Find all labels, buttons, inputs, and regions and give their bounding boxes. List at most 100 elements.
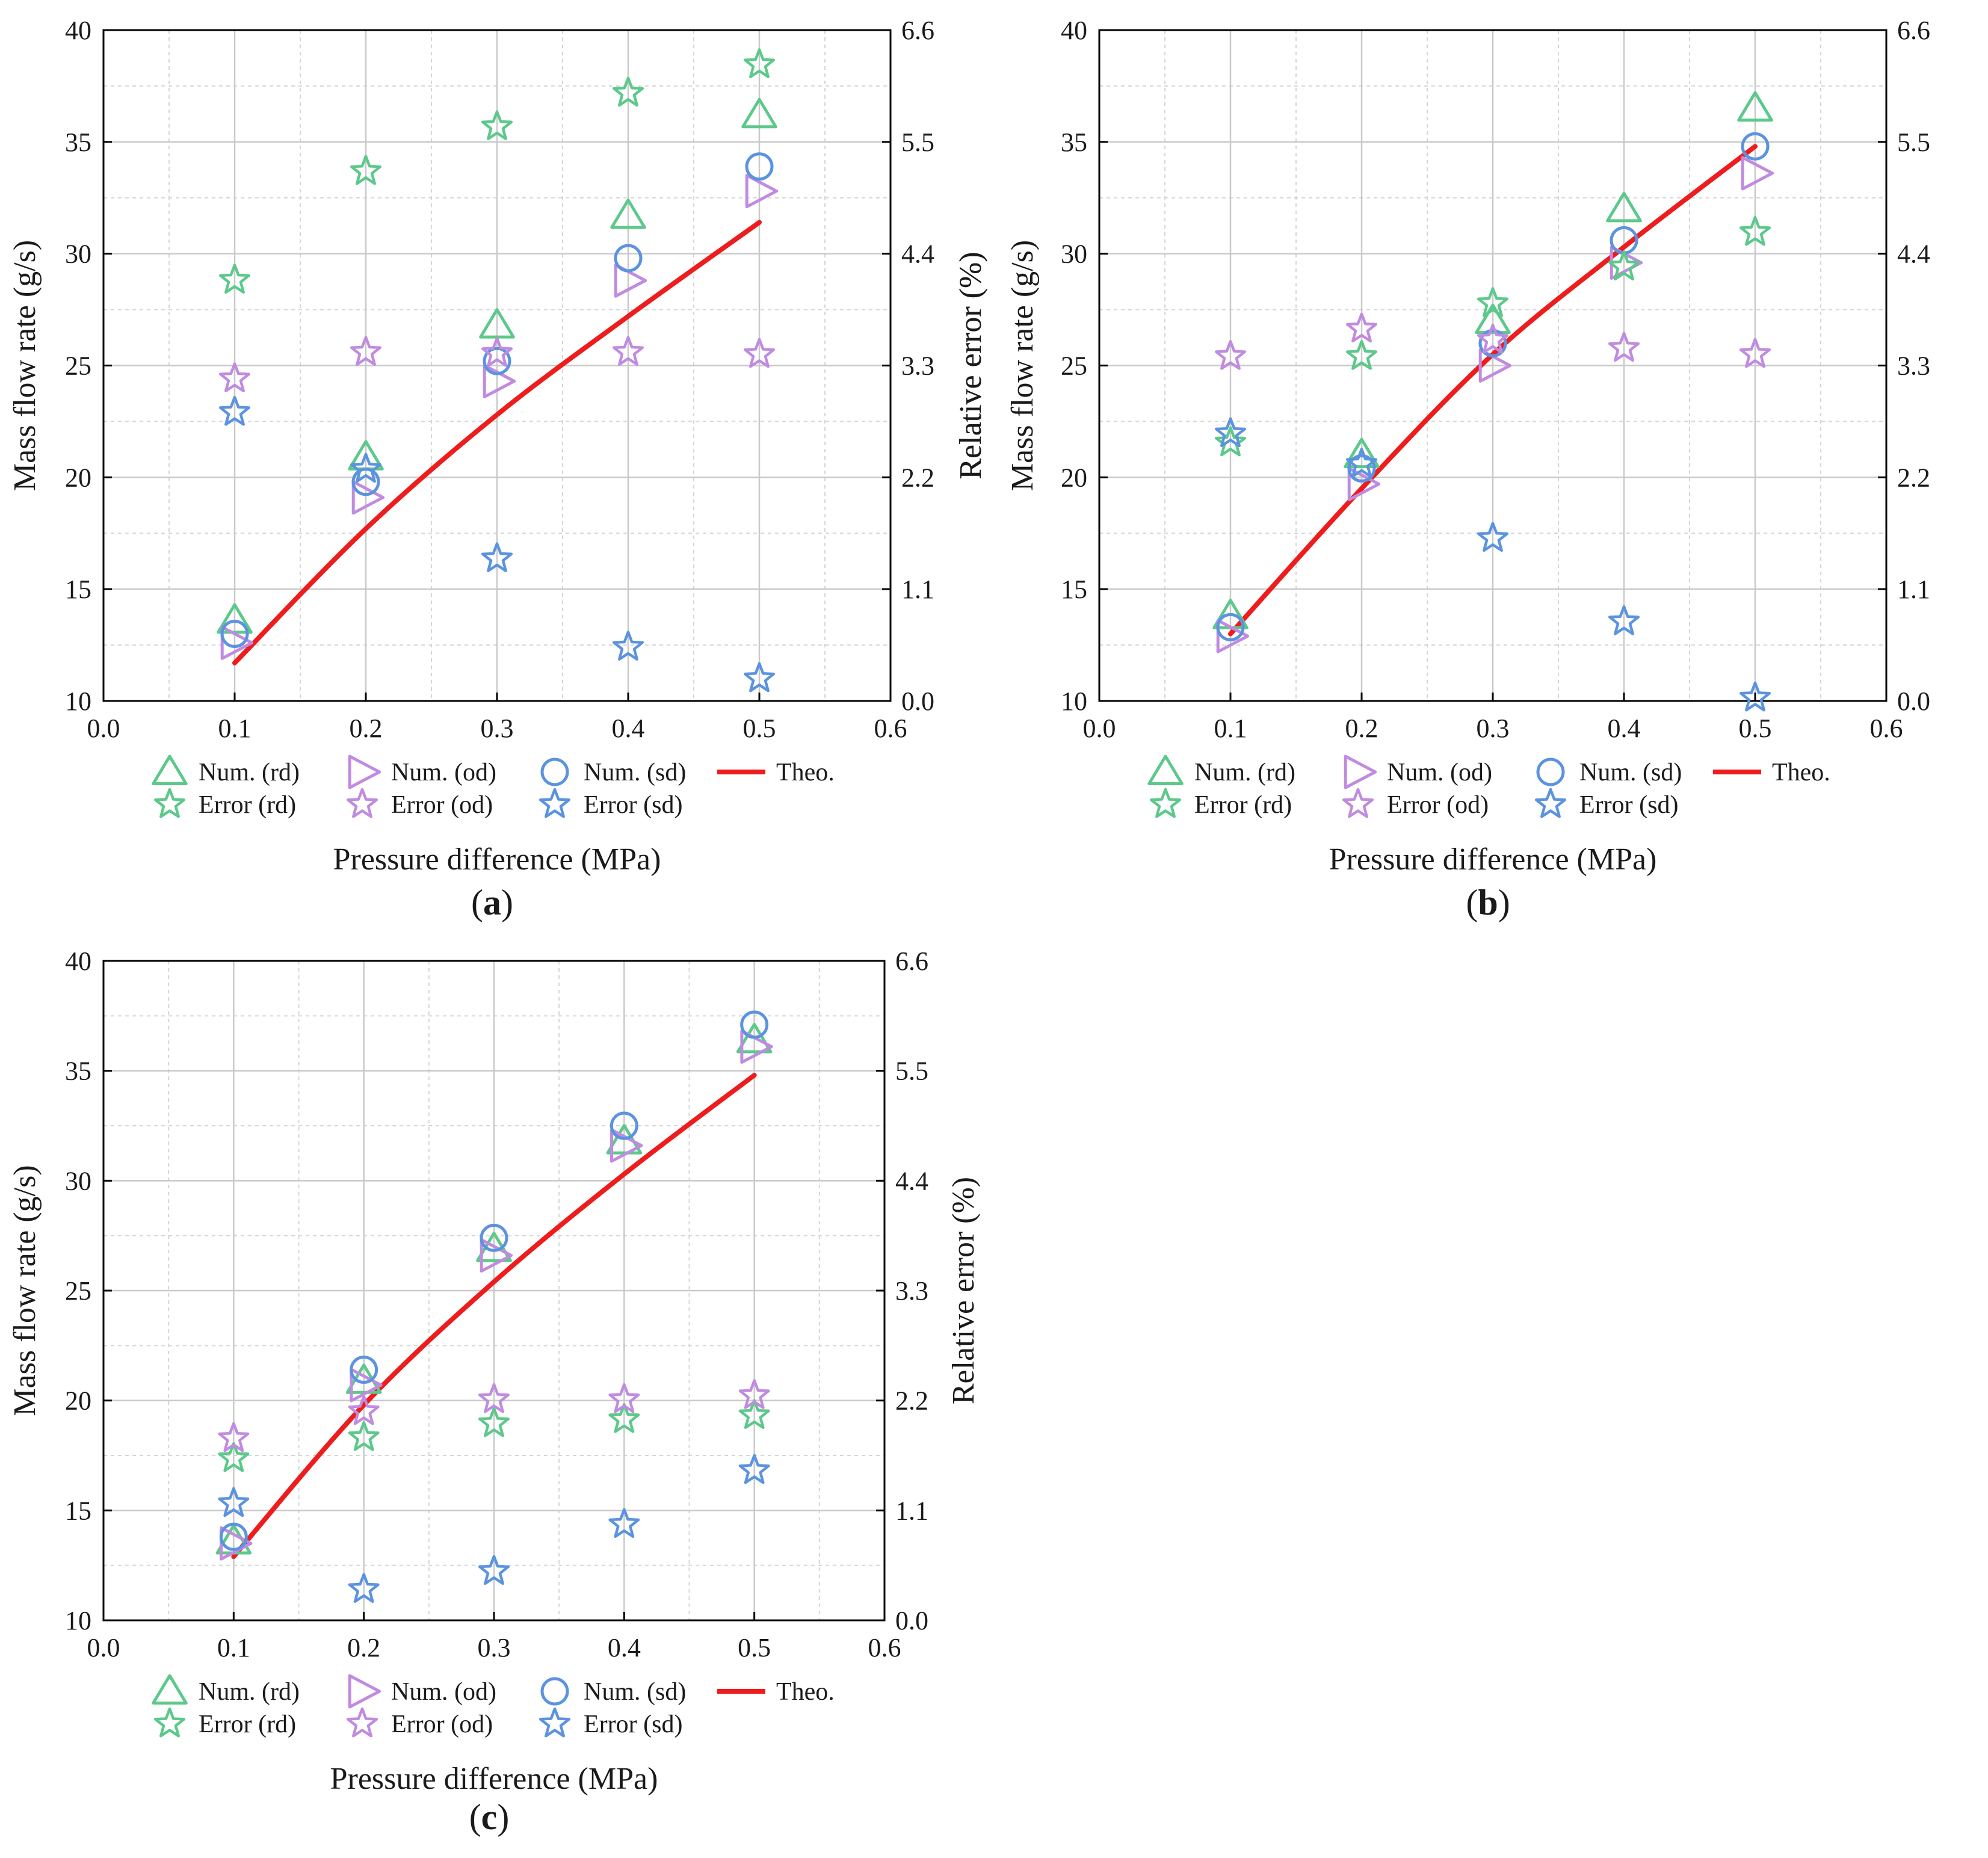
legend-marker-star (1342, 788, 1374, 818)
legend-marker-circle (540, 1677, 569, 1706)
num-rd-point (1475, 303, 1511, 335)
error-sd-point (218, 1487, 250, 1517)
x-tick-label: 0.6 (868, 1633, 901, 1662)
y2-tick-label: 3.3 (901, 351, 934, 381)
legend-label: Num. (od) (391, 759, 496, 786)
num-sd-point (480, 1223, 508, 1252)
x-tick-label: 0.6 (1870, 714, 1903, 743)
legend: Num. (rd) Num. (od) Num. (sd) Theo. Error (r… (152, 755, 835, 819)
num-sd-point (745, 152, 774, 181)
error-rd-point (1345, 340, 1378, 370)
error-sd-point (1477, 522, 1509, 552)
y2-tick-label: 1.1 (901, 575, 934, 604)
num-od-point (745, 174, 779, 209)
num-rd-point (1344, 437, 1380, 469)
legend-marker-right-triangle (348, 1674, 381, 1709)
y2-tick-label: 0.0 (1897, 687, 1930, 716)
num-rd-point (741, 97, 777, 129)
y2-tick-label: 0.0 (895, 1606, 928, 1635)
y-tick-label: 25 (1061, 351, 1087, 381)
num-od-point (1347, 466, 1381, 501)
error-od-point (218, 362, 251, 392)
num-rd-point (1737, 91, 1773, 122)
num-rd-point (610, 198, 646, 229)
error-od-point (743, 338, 776, 368)
legend-marker-star (1149, 788, 1182, 818)
error-od-point (1739, 338, 1771, 368)
y2-tick-label: 2.2 (1897, 463, 1930, 492)
x-tick-label: 0.4 (608, 1633, 641, 1662)
chart-panel-b: 0.0 0.1 0.2 0.3 0.4 0.5 0.6 10 15 20 25 30 35 40 0.0 1.… (954, 16, 1930, 922)
error-rd-point (608, 1403, 640, 1433)
error-sd-point (608, 1508, 640, 1539)
legend-label: Theo. (776, 759, 835, 786)
x-tick-label: 0.3 (481, 714, 514, 743)
x-tick-label: 0.3 (478, 1633, 511, 1662)
y2-tick-label: 3.3 (895, 1276, 928, 1306)
legend-label: Error (sd) (1579, 791, 1678, 819)
error-rd-point (1739, 215, 1771, 246)
error-od-point (612, 336, 644, 366)
legend-label: Num. (rd) (199, 759, 300, 786)
y2-tick-label: 2.2 (895, 1386, 928, 1416)
num-sd-point (1478, 329, 1507, 357)
num-od-point (480, 1238, 513, 1273)
y-tick-label: 25 (65, 351, 91, 381)
x-axis-title: Pressure difference (MPa) (333, 842, 661, 877)
y2-tick-label: 6.6 (1897, 16, 1930, 45)
legend-label: Error (rd) (199, 791, 296, 819)
error-od-point (1345, 312, 1378, 343)
num-sd-point (483, 347, 511, 375)
error-sd-point (743, 662, 776, 693)
y-axis-title: Mass flow rate (g/s) (8, 1165, 42, 1416)
y-tick-label: 20 (65, 1386, 91, 1416)
y2-tick-label: 3.3 (1897, 351, 1930, 381)
error-od-point (1214, 340, 1247, 370)
error-od-point (478, 1383, 510, 1413)
error-sd-point (738, 1454, 770, 1484)
error-sd-point (1739, 681, 1771, 712)
legend-marker-triangle (152, 755, 188, 785)
y2-tick-label: 1.1 (895, 1496, 928, 1525)
y2-tick-label: 4.4 (1897, 239, 1930, 269)
y-tick-label: 25 (65, 1276, 91, 1306)
y2-tick-label: 0.0 (901, 687, 934, 716)
y-tick-label: 40 (65, 16, 91, 45)
y-tick-label: 40 (65, 946, 91, 976)
x-tick-label: 0.5 (1739, 714, 1772, 743)
chart-panel-c: 0.0 0.1 0.2 0.3 0.4 0.5 0.6 10 15 20 25 30 35 40 0.0 1.… (8, 946, 981, 1837)
error-od-point (1608, 332, 1640, 362)
legend-label: Error (rd) (199, 1711, 296, 1738)
error-rd-point (1477, 287, 1509, 317)
legend-marker-star (346, 1707, 378, 1738)
legend-marker-star (539, 788, 571, 818)
num-sd-point (614, 244, 643, 273)
legend-marker-circle (540, 758, 569, 786)
y-tick-label: 15 (65, 1496, 91, 1525)
legend-marker-right-triangle (1344, 755, 1377, 789)
data-series (1212, 91, 1774, 712)
error-sd-point (478, 1555, 510, 1585)
error-rd-point (1608, 250, 1640, 281)
error-rd-point (481, 110, 513, 140)
y-tick-label: 35 (65, 128, 91, 157)
y-tick-label: 15 (65, 575, 91, 604)
panel-label: (b) (1466, 883, 1510, 922)
num-sd-point (351, 468, 380, 496)
grid (103, 30, 891, 701)
legend-label: Error (rd) (1194, 791, 1292, 819)
error-od-point (481, 336, 513, 367)
y-tick-label: 30 (1061, 239, 1087, 269)
x-tick-label: 0.0 (87, 1633, 120, 1662)
num-od-point (614, 263, 647, 298)
y-tick-label: 15 (1061, 575, 1087, 604)
y-axis-title: Mass flow rate (g/s) (8, 240, 42, 491)
num-sd-point (1347, 454, 1376, 483)
num-od-point (220, 625, 254, 660)
x-tick-label: 0.1 (1214, 714, 1247, 743)
x-tick-label: 0.5 (738, 1633, 771, 1662)
legend-marker-star (153, 1707, 186, 1738)
legend-label: Error (od) (1387, 791, 1489, 819)
error-sd-point (218, 395, 251, 426)
error-rd-point (350, 155, 382, 185)
